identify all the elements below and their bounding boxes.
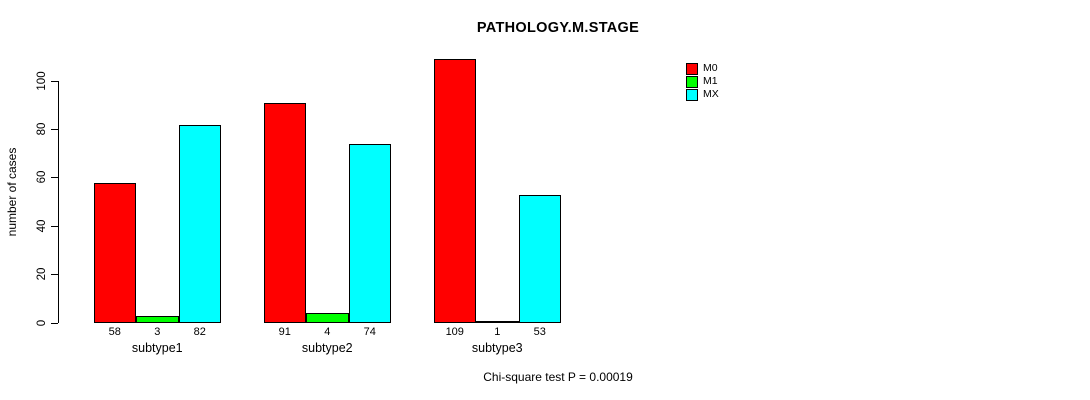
bar bbox=[518, 194, 561, 323]
bar bbox=[306, 312, 349, 323]
category-label: subtype3 bbox=[471, 341, 523, 355]
bar bbox=[93, 182, 136, 323]
bar-value-label: 3 bbox=[154, 326, 161, 338]
category-label: subtype1 bbox=[131, 341, 183, 355]
bar-value-label: 109 bbox=[445, 326, 464, 338]
legend-swatch-icon bbox=[686, 62, 698, 75]
legend-label: MX bbox=[703, 88, 719, 101]
y-tick-label: 60 bbox=[36, 170, 48, 184]
y-tick bbox=[51, 225, 58, 227]
legend-label: M1 bbox=[703, 75, 718, 88]
bar-value-label: 1 bbox=[494, 326, 501, 338]
chi-square-note: Chi-square test P = 0.00019 bbox=[483, 370, 633, 384]
bar-value-label: 4 bbox=[324, 326, 331, 338]
legend-row: M1 bbox=[686, 75, 719, 88]
y-tick bbox=[51, 274, 58, 276]
legend-row: MX bbox=[686, 88, 719, 101]
bar-value-label: 58 bbox=[108, 326, 121, 338]
bar bbox=[476, 320, 519, 323]
y-tick bbox=[51, 177, 58, 179]
legend: M0 M1 MX bbox=[686, 62, 719, 101]
legend-swatch-icon bbox=[686, 88, 698, 101]
legend-label: M0 bbox=[703, 62, 718, 75]
y-tick-label: 20 bbox=[36, 267, 48, 281]
y-tick bbox=[51, 128, 58, 130]
bar bbox=[433, 58, 476, 323]
y-axis-line bbox=[58, 80, 59, 323]
bar bbox=[178, 124, 221, 323]
legend-swatch-icon bbox=[686, 75, 698, 88]
chart-title: PATHOLOGY.M.STAGE bbox=[476, 20, 640, 36]
y-tick bbox=[51, 80, 58, 82]
y-axis-title: number of cases bbox=[5, 147, 19, 237]
y-tick bbox=[51, 322, 58, 324]
bar-value-label: 82 bbox=[193, 326, 206, 338]
legend-row: M0 bbox=[686, 62, 719, 75]
category-label: subtype2 bbox=[301, 341, 353, 355]
bar bbox=[136, 315, 179, 323]
y-tick-label: 100 bbox=[36, 70, 48, 91]
y-tick-label: 80 bbox=[36, 122, 48, 136]
bar-value-label: 91 bbox=[278, 326, 291, 338]
bar bbox=[348, 143, 391, 323]
y-tick-label: 40 bbox=[36, 219, 48, 233]
y-tick-label: 0 bbox=[36, 319, 48, 326]
bar-value-label: 53 bbox=[533, 326, 546, 338]
bar-value-label: 74 bbox=[363, 326, 376, 338]
bar bbox=[263, 102, 306, 323]
